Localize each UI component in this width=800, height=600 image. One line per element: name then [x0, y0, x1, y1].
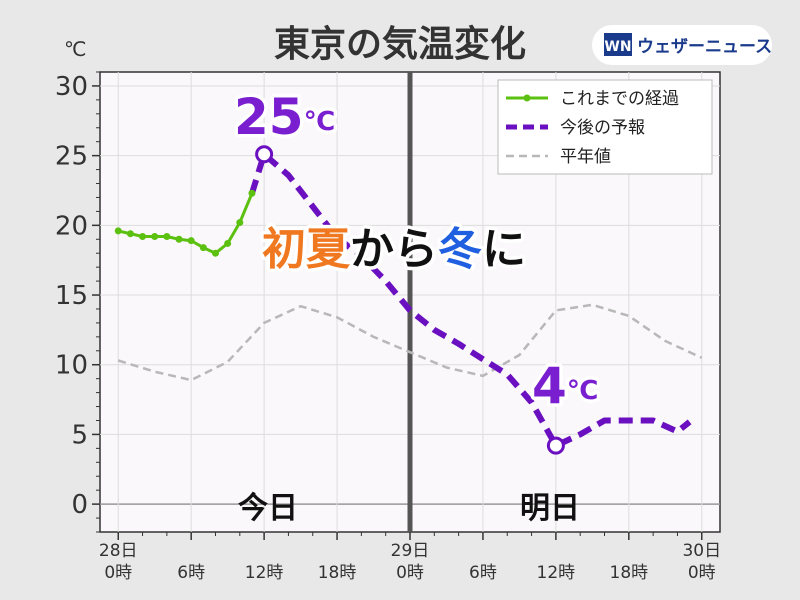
day-label-tomorrow: 明日 — [520, 491, 580, 526]
series-normal-line — [117, 303, 703, 382]
x-tick-label-hour: 6時 — [469, 563, 497, 583]
day-label-today: 今日 — [238, 491, 298, 526]
y-tick-label: 0 — [71, 490, 88, 520]
x-tick-label-hour: 18時 — [610, 563, 649, 583]
headline-part-4: に — [482, 224, 526, 275]
x-tick-label-hour: 6時 — [177, 563, 205, 583]
y-tick-label: 15 — [55, 281, 88, 311]
x-tick-label-hour: 0時 — [396, 563, 424, 583]
y-tick-label: 25 — [55, 142, 88, 172]
headline: 初夏から冬に — [259, 221, 530, 279]
brand-name: ウェザーニュース — [637, 37, 772, 57]
series-observed-point — [151, 232, 159, 240]
series-observed-point — [114, 227, 122, 235]
series-observed-point — [126, 230, 134, 238]
min-annotation-text: 4℃ — [532, 357, 598, 415]
series-observed-point — [175, 235, 183, 243]
brand-background — [592, 25, 772, 65]
headline-part-2: から — [350, 224, 438, 275]
series-observed-point — [248, 189, 256, 197]
chart-title: 東京の気温変化 — [274, 23, 526, 65]
legend-forecast-label: 今後の予報 — [560, 118, 645, 138]
min-unit: ℃ — [567, 376, 598, 406]
brand-logo — [604, 33, 632, 56]
series-observed-point — [236, 219, 244, 227]
y-tick-label: 20 — [55, 211, 88, 241]
series-forecast-line — [249, 151, 692, 449]
y-tick-label: 10 — [55, 351, 88, 381]
headline-part-3: 冬 — [438, 224, 482, 275]
min-value: 4 — [532, 357, 567, 415]
x-tick-label-date: 30日 — [682, 541, 721, 561]
y-axis-unit: ℃ — [64, 37, 86, 61]
series-layer — [114, 145, 703, 455]
extreme-marker — [546, 436, 565, 455]
x-tick-label-hour: 12時 — [245, 563, 284, 583]
legend: これまでの経過 今後の予報 平年値 — [497, 79, 713, 175]
legend-observed-label: これまでの経過 — [560, 89, 679, 109]
x-tick-label-hour: 18時 — [318, 563, 357, 583]
series-observed-point — [163, 232, 171, 240]
legend-normal-label: 平年値 — [560, 147, 611, 167]
series-observed-point — [224, 239, 232, 247]
legend-observed-marker — [523, 94, 531, 102]
headline-text: 初夏から冬に — [262, 224, 526, 275]
headline-part-1: 初夏 — [262, 224, 351, 275]
max-unit: ℃ — [304, 107, 335, 137]
series-observed-point — [199, 244, 207, 252]
y-tick-label: 30 — [55, 72, 88, 102]
extreme-marker — [255, 145, 274, 164]
y-tick-label: 5 — [71, 420, 88, 450]
x-tick-label-date: 28日 — [99, 541, 138, 561]
series-observed-point — [139, 232, 147, 240]
brand-badge: WN ウェザーニュース — [592, 25, 772, 65]
brand-logo-mark: WN — [604, 39, 631, 55]
x-tick-label-date: 29日 — [391, 541, 430, 561]
max-annotation-text: 25℃ — [234, 88, 335, 146]
min-annotation: 4℃ — [529, 354, 602, 419]
max-annotation: 25℃ — [231, 85, 339, 150]
x-tick-label-hour: 0時 — [104, 563, 132, 583]
series-observed-point — [211, 249, 219, 257]
max-value: 25 — [234, 88, 304, 146]
series-observed-point — [187, 237, 195, 245]
x-tick-label-hour: 12時 — [537, 563, 576, 583]
x-tick-label-hour: 0時 — [688, 563, 716, 583]
